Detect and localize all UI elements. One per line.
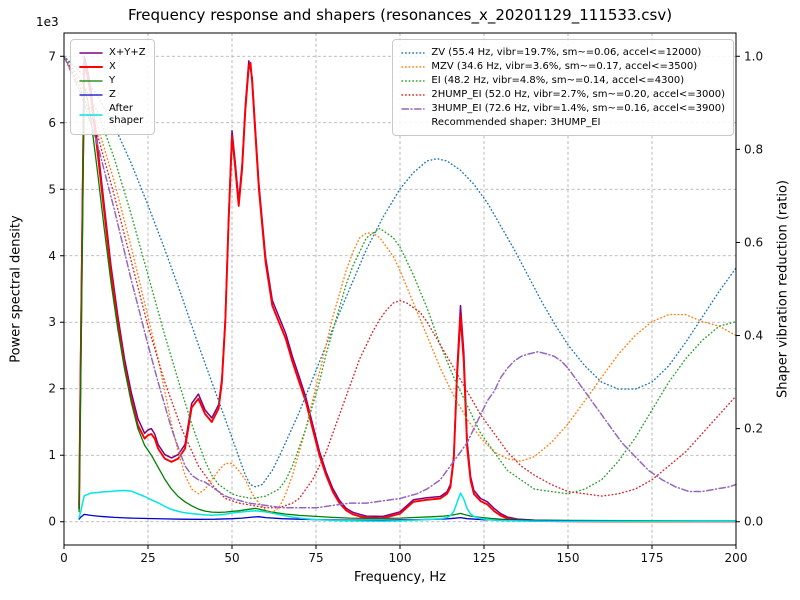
legend-item-x: X bbox=[79, 61, 146, 74]
recommended-shaper-note: Recommended shaper: 3HUMP_EI bbox=[431, 117, 601, 128]
series-line-zv bbox=[63, 55, 737, 488]
axis-ticks: 0 25 50 75 100 125 150 175 200 0 1 2 3 4 5 6 7 0.0 0.2 0.4 0… bbox=[48, 49, 763, 565]
legend-line-sample bbox=[401, 66, 426, 68]
legend-item-label: EI (48.2 Hz, vibr=4.8%, sm~=0.14, accel<… bbox=[431, 74, 685, 86]
x-tick-label: 175 bbox=[641, 551, 664, 565]
legend-item-label: Z bbox=[109, 88, 116, 100]
y-left-tick-label: 3 bbox=[48, 315, 56, 329]
legend-line-sample bbox=[401, 108, 426, 110]
y-right-tick-label: 0.8 bbox=[744, 142, 763, 156]
legend-item-label: 2HUMP_EI (52.0 Hz, vibr=2.7%, sm~=0.20, … bbox=[431, 88, 725, 100]
y-right-tick-label: 0.6 bbox=[744, 235, 763, 249]
legend-line-sample bbox=[401, 52, 426, 54]
series-line-x bbox=[78, 61, 737, 523]
legend-item-xyz: X+Y+Z bbox=[79, 47, 146, 60]
y-right-axis-label: Shaper vibration reduction (ratio) bbox=[775, 180, 791, 398]
legend-item-label: ZV (55.4 Hz, vibr=19.7%, sm~=0.06, accel… bbox=[431, 46, 702, 58]
legend-line-sample bbox=[79, 65, 103, 68]
legend-item-label: MZV (34.6 Hz, vibr=3.6%, sm~=0.17, accel… bbox=[431, 60, 698, 72]
legend-item-after-shaper: After shaper bbox=[79, 103, 146, 128]
y-right-tick-label: 1.0 bbox=[744, 49, 763, 63]
x-axis-label: Frequency, Hz bbox=[353, 570, 447, 585]
series-line-y bbox=[78, 85, 737, 522]
legend-line-sample bbox=[79, 52, 103, 54]
shaper-series-group bbox=[63, 55, 737, 514]
x-tick-label: 25 bbox=[140, 551, 155, 565]
y-left-tick-label: 4 bbox=[48, 249, 56, 263]
legend-item-3hump-ei: 3HUMP_EI (72.6 Hz, vibr=1.4%, sm~=0.16, … bbox=[401, 103, 725, 116]
legend-item-y: Y bbox=[79, 75, 146, 88]
y-right-tick-label: 0.2 bbox=[744, 422, 763, 436]
legend-item-label: X bbox=[109, 60, 116, 72]
series-line-2hump-ei bbox=[63, 55, 737, 509]
y-left-tick-label: 7 bbox=[48, 49, 56, 63]
series-line-mzv bbox=[63, 55, 737, 514]
x-tick-label: 125 bbox=[473, 551, 496, 565]
legend-line-sample bbox=[79, 80, 103, 82]
x-tick-label: 0 bbox=[60, 551, 68, 565]
y-right-tick-label: 0.4 bbox=[744, 329, 763, 343]
y-right-tick-label: 0.0 bbox=[744, 515, 763, 529]
y-left-axis-label: Power spectral density bbox=[8, 215, 24, 363]
legend-line-sample bbox=[79, 114, 103, 116]
y-left-tick-label: 1 bbox=[48, 448, 56, 462]
legend-item-2hump-ei: 2HUMP_EI (52.0 Hz, vibr=2.7%, sm~=0.20, … bbox=[401, 89, 725, 102]
x-tick-label: 75 bbox=[308, 551, 323, 565]
x-tick-label: 200 bbox=[725, 551, 748, 565]
x-tick-label: 150 bbox=[557, 551, 580, 565]
chart-title: Frequency response and shapers (resonanc… bbox=[127, 6, 673, 24]
legend-item-zv: ZV (55.4 Hz, vibr=19.7%, sm~=0.06, accel… bbox=[401, 47, 725, 60]
legend-line-sample bbox=[79, 94, 103, 96]
y-left-tick-label: 6 bbox=[48, 116, 56, 130]
series-line-3hump-ei bbox=[63, 55, 737, 509]
series-line-after-shaper bbox=[78, 489, 737, 522]
shaper-legend: ZV (55.4 Hz, vibr=19.7%, sm~=0.06, accel… bbox=[392, 39, 734, 136]
legend-item-label: X+Y+Z bbox=[109, 46, 146, 58]
legend-item-mzv: MZV (34.6 Hz, vibr=3.6%, sm~=0.17, accel… bbox=[401, 61, 725, 74]
y-axis-offset-text: 1e3 bbox=[36, 15, 59, 29]
x-tick-label: 100 bbox=[389, 551, 412, 565]
legend-item-z: Z bbox=[79, 89, 146, 102]
legend-line-sample bbox=[401, 94, 426, 96]
legend-item-label: After shaper bbox=[109, 102, 144, 127]
legend-item-ei: EI (48.2 Hz, vibr=4.8%, sm~=0.14, accel<… bbox=[401, 75, 725, 88]
y-left-tick-label: 2 bbox=[48, 382, 56, 396]
legend-item-label: 3HUMP_EI (72.6 Hz, vibr=1.4%, sm~=0.16, … bbox=[431, 102, 725, 114]
y-left-tick-label: 0 bbox=[48, 515, 56, 529]
legend-line-sample bbox=[401, 80, 426, 82]
y-left-tick-label: 5 bbox=[48, 182, 56, 196]
psd-series-group bbox=[78, 55, 737, 523]
x-tick-label: 50 bbox=[224, 551, 239, 565]
psd-legend: X+Y+Z X Y Z After shaper bbox=[70, 39, 155, 135]
legend-item-label: Y bbox=[109, 74, 116, 86]
